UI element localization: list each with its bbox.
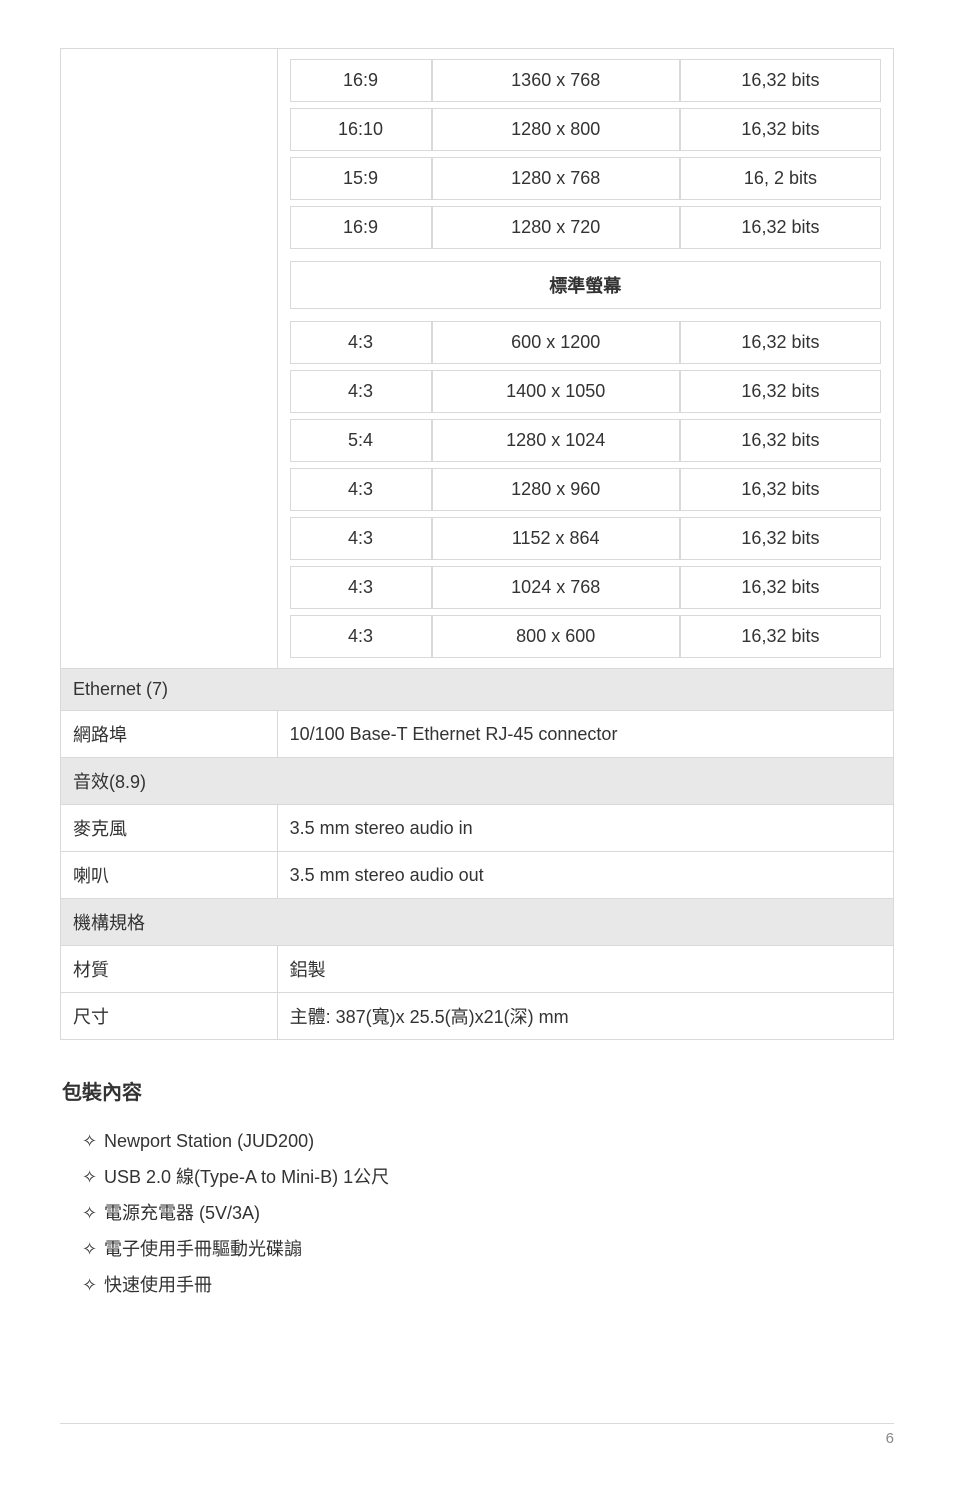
depth-cell: 16,32 bits <box>680 206 881 249</box>
aspect-cell: 16:10 <box>290 108 432 151</box>
depth-cell: 16,32 bits <box>680 419 881 462</box>
spec-table: 16:91360 x 76816,32 bits16:101280 x 8001… <box>60 48 894 1040</box>
aspect-cell: 16:9 <box>290 206 432 249</box>
res-cell: 1024 x 768 <box>432 566 680 609</box>
list-item: Newport Station (JUD200) <box>82 1123 894 1159</box>
depth-cell: 16,32 bits <box>680 517 881 560</box>
res-cell: 600 x 1200 <box>432 321 680 364</box>
std-modes-table: 4:3600 x 120016,32 bits4:31400 x 105016,… <box>290 315 881 664</box>
std-screen-header: 標準螢幕 <box>290 261 881 309</box>
mic-value: 3.5 mm stereo audio in <box>277 805 893 852</box>
speaker-value: 3.5 mm stereo audio out <box>277 852 893 899</box>
list-item: 電源充電器 (5V/3A) <box>82 1195 894 1231</box>
aspect-cell: 4:3 <box>290 321 432 364</box>
wide-modes-table: 16:91360 x 76816,32 bits16:101280 x 8001… <box>290 53 881 255</box>
display-modes-cell: 16:91360 x 76816,32 bits16:101280 x 8001… <box>277 49 893 669</box>
aspect-cell: 4:3 <box>290 468 432 511</box>
aspect-cell: 5:4 <box>290 419 432 462</box>
port-label: 網路埠 <box>61 711 278 758</box>
res-cell: 1280 x 960 <box>432 468 680 511</box>
res-cell: 1280 x 768 <box>432 157 680 200</box>
res-cell: 1152 x 864 <box>432 517 680 560</box>
list-item: USB 2.0 線(Type-A to Mini-B) 1公尺 <box>82 1159 894 1195</box>
aspect-cell: 16:9 <box>290 59 432 102</box>
material-label: 材質 <box>61 946 278 993</box>
res-cell: 1280 x 720 <box>432 206 680 249</box>
material-value: 鋁製 <box>277 946 893 993</box>
res-cell: 1280 x 1024 <box>432 419 680 462</box>
aspect-cell: 15:9 <box>290 157 432 200</box>
aspect-cell: 4:3 <box>290 370 432 413</box>
package-list: Newport Station (JUD200)USB 2.0 線(Type-A… <box>60 1123 894 1303</box>
list-item: 快速使用手冊 <box>82 1267 894 1303</box>
depth-cell: 16,32 bits <box>680 108 881 151</box>
depth-cell: 16,32 bits <box>680 321 881 364</box>
res-cell: 800 x 600 <box>432 615 680 658</box>
res-cell: 1400 x 1050 <box>432 370 680 413</box>
ethernet-section: Ethernet (7) <box>61 669 894 711</box>
display-label-cell <box>61 49 278 669</box>
depth-cell: 16,32 bits <box>680 566 881 609</box>
std-header-table: 標準螢幕 <box>290 255 881 315</box>
audio-section: 音效(8.9) <box>61 758 894 805</box>
depth-cell: 16,32 bits <box>680 370 881 413</box>
page-footer: 6 <box>60 1423 894 1447</box>
aspect-cell: 4:3 <box>290 566 432 609</box>
port-value: 10/100 Base-T Ethernet RJ-45 connector <box>277 711 893 758</box>
depth-cell: 16,32 bits <box>680 468 881 511</box>
list-item: 電子使用手冊驅動光碟謆 <box>82 1231 894 1267</box>
package-heading: 包裝內容 <box>62 1076 894 1105</box>
dim-value: 主體: 387(寬)x 25.5(高)x21(深) mm <box>277 993 893 1040</box>
speaker-label: 喇叭 <box>61 852 278 899</box>
mech-section: 機構規格 <box>61 899 894 946</box>
res-cell: 1280 x 800 <box>432 108 680 151</box>
mic-label: 麥克風 <box>61 805 278 852</box>
depth-cell: 16,32 bits <box>680 615 881 658</box>
page-number: 6 <box>886 1430 894 1447</box>
depth-cell: 16, 2 bits <box>680 157 881 200</box>
aspect-cell: 4:3 <box>290 615 432 658</box>
aspect-cell: 4:3 <box>290 517 432 560</box>
depth-cell: 16,32 bits <box>680 59 881 102</box>
dim-label: 尺寸 <box>61 993 278 1040</box>
res-cell: 1360 x 768 <box>432 59 680 102</box>
